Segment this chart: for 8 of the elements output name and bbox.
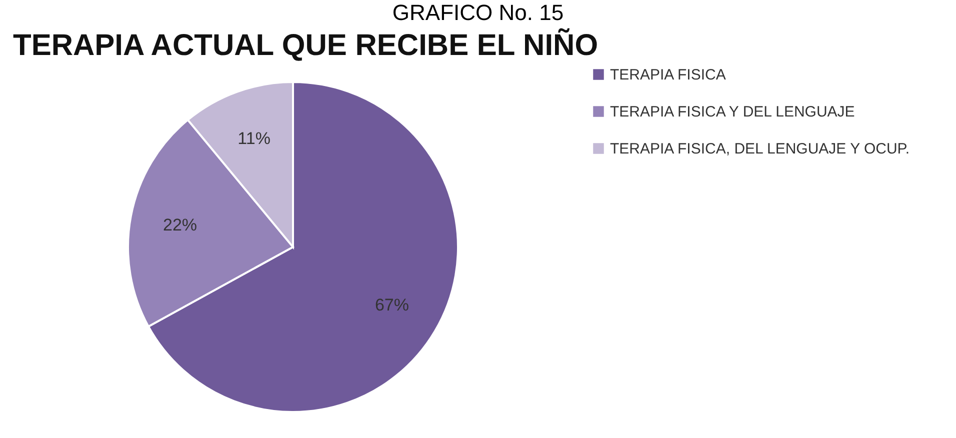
legend-label: TERAPIA FISICA	[610, 66, 726, 84]
legend-label: TERAPIA FISICA Y DEL LENGUAJE	[610, 104, 855, 120]
legend-label: TERAPIA FISICA, DEL LENGUAJE Y OCUP.	[610, 140, 910, 158]
data-label: 22%	[163, 215, 198, 234]
data-label: 11%	[238, 128, 270, 148]
text: GRAFICO No. 15	[391, 0, 565, 26]
chart-title: TERAPIA ACTUAL QUE RECIBE EL NIÑO	[13, 28, 598, 62]
data-label: 67%	[374, 296, 409, 315]
